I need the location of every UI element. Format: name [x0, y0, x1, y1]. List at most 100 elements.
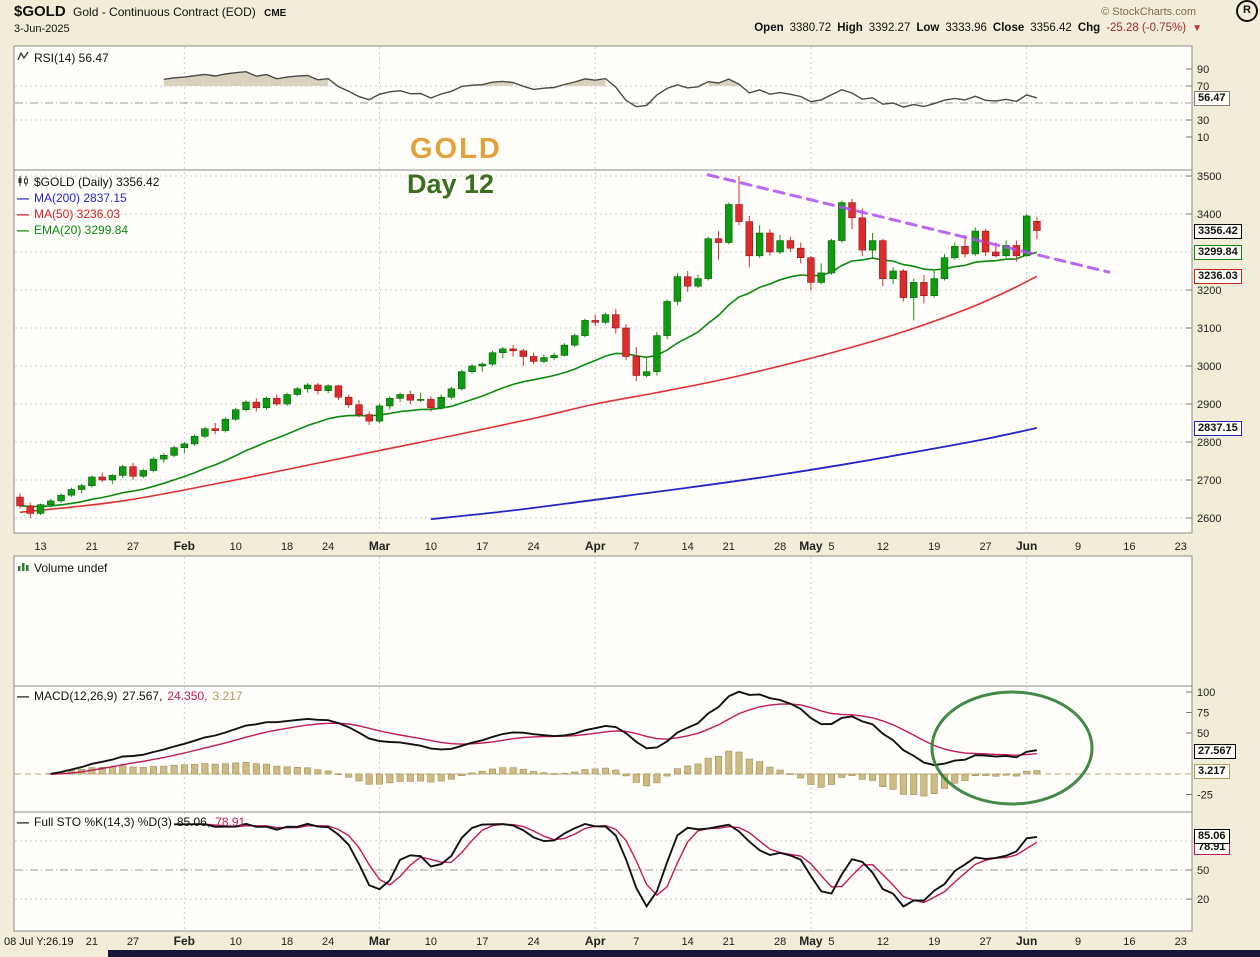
macd-hist-value-box: 3.217	[1194, 764, 1230, 779]
sto-legend: — Full STO %K(14,3) %D(3) 85.06, 78.91	[17, 815, 245, 829]
svg-text:3500: 3500	[1197, 171, 1221, 183]
svg-text:May: May	[799, 539, 823, 553]
svg-text:13: 13	[34, 541, 46, 553]
sto-value-2: 78.91	[215, 815, 246, 829]
quote-bar: Open 3380.72 High 3392.27 Low 3333.96 Cl…	[754, 22, 1202, 34]
bottom-bar	[108, 950, 1260, 957]
registered-icon: R	[1236, 0, 1258, 22]
rsi-plot	[163, 70, 1038, 108]
price-legend: $GOLD (Daily) 3356.42 — MA(200) 2837.15 …	[17, 174, 159, 238]
volume-bars-icon	[17, 560, 29, 575]
gridlines	[15, 47, 1191, 930]
high-value: 3392.27	[868, 22, 911, 34]
svg-text:27: 27	[127, 936, 139, 948]
macd-value-3: 3.217	[212, 689, 243, 703]
svg-text:2600: 2600	[1197, 513, 1221, 525]
svg-text:21: 21	[723, 936, 735, 948]
svg-text:27: 27	[979, 936, 991, 948]
svg-text:28: 28	[774, 541, 786, 553]
svg-text:19: 19	[928, 541, 940, 553]
macd-value-2: 24.350,	[167, 689, 208, 703]
svg-text:Apr: Apr	[585, 934, 606, 948]
svg-text:3100: 3100	[1197, 323, 1221, 335]
sto-plot	[174, 822, 1038, 909]
copyright: © StockCharts.com	[1101, 6, 1196, 18]
svg-text:17: 17	[476, 936, 488, 948]
ema20-line-icon: —	[17, 223, 29, 237]
ema20-legend-label: EMA(20) 3299.84	[34, 223, 129, 237]
macd-line-icon: —	[17, 689, 29, 703]
svg-text:16: 16	[1123, 541, 1135, 553]
svg-text:14: 14	[682, 541, 694, 553]
svg-text:21: 21	[723, 541, 735, 553]
sto-value-1: 85.06,	[176, 815, 211, 829]
svg-text:21: 21	[86, 541, 98, 553]
ma200-value-box: 2837.15	[1194, 421, 1242, 436]
chg-label: Chg	[1077, 22, 1101, 34]
svg-text:14: 14	[682, 936, 694, 948]
chart-title: $GOLD Gold - Continuous Contract (EOD) C…	[14, 3, 286, 20]
price-legend-label: $GOLD (Daily) 3356.42	[34, 175, 160, 189]
svg-text:9: 9	[1075, 541, 1081, 553]
exchange-label: CME	[264, 8, 287, 19]
rsi-value-box: 56.47	[1194, 91, 1230, 106]
svg-text:Jun: Jun	[1016, 934, 1037, 948]
annotation-day-text: Day 12	[407, 169, 495, 199]
svg-text:75: 75	[1197, 708, 1209, 720]
footer-left-text: 08 Jul Y:26.19	[2, 935, 80, 949]
macd-legend-name: MACD(12,26,9)	[34, 689, 118, 703]
volume-legend-label: Volume undef	[34, 560, 108, 575]
svg-text:27: 27	[127, 541, 139, 553]
low-value: 3333.96	[945, 22, 987, 34]
annotation-gold-text: GOLD	[410, 133, 502, 165]
macd-legend: — MACD(12,26,9) 27.567, 24.350, 3.217	[17, 689, 243, 703]
svg-text:5: 5	[828, 541, 834, 553]
symbol-title: $GOLD	[14, 3, 66, 20]
axis-labels: 3500 3400 3200 3100 3000 2900 2800 2700 2600 90 70…	[34, 64, 1221, 948]
svg-text:12: 12	[877, 541, 889, 553]
svg-text:2900: 2900	[1197, 399, 1221, 411]
svg-text:28: 28	[774, 936, 786, 948]
svg-text:100: 100	[1197, 687, 1215, 699]
macd-value-box: 27.567	[1194, 744, 1236, 759]
ma200-line-icon: —	[17, 191, 29, 205]
svg-text:7: 7	[633, 541, 639, 553]
svg-text:Feb: Feb	[174, 539, 195, 553]
svg-text:12: 12	[877, 936, 889, 948]
svg-text:7: 7	[633, 936, 639, 948]
svg-text:30: 30	[1197, 115, 1209, 127]
candlestick-type-icon	[17, 175, 29, 190]
price-plot	[16, 173, 1111, 521]
svg-text:Mar: Mar	[369, 934, 391, 948]
macd-highlight-ellipse	[930, 690, 1094, 806]
rsi-legend-label: RSI(14) 56.47	[34, 50, 109, 65]
close-value-box: 3356.42	[1194, 224, 1242, 239]
volume-legend: Volume undef	[17, 560, 107, 575]
sto-k-value-box: 85.06	[1194, 829, 1230, 844]
svg-text:5: 5	[828, 936, 834, 948]
ma50-line-icon: —	[17, 207, 29, 221]
svg-text:2700: 2700	[1197, 475, 1221, 487]
svg-text:24: 24	[322, 936, 334, 948]
open-value: 3380.72	[789, 22, 832, 34]
svg-text:10: 10	[425, 936, 437, 948]
svg-text:16: 16	[1123, 936, 1135, 948]
rsi-legend: RSI(14) 56.47	[17, 50, 109, 65]
close-value: 3356.42	[1030, 22, 1072, 34]
ma50-legend-label: MA(50) 3236.03	[34, 207, 121, 221]
svg-text:2800: 2800	[1197, 437, 1221, 449]
macd-plot	[47, 690, 1041, 797]
svg-text:Feb: Feb	[174, 934, 195, 948]
svg-text:3400: 3400	[1197, 209, 1221, 221]
svg-text:10: 10	[230, 541, 242, 553]
svg-text:3200: 3200	[1197, 285, 1221, 297]
svg-text:18: 18	[281, 936, 293, 948]
macd-value-1: 27.567,	[122, 689, 163, 703]
open-label: Open	[754, 22, 784, 34]
svg-text:May: May	[799, 934, 823, 948]
svg-text:24: 24	[322, 541, 334, 553]
svg-text:50: 50	[1197, 728, 1209, 740]
svg-text:-25: -25	[1197, 790, 1213, 802]
svg-text:10: 10	[425, 541, 437, 553]
